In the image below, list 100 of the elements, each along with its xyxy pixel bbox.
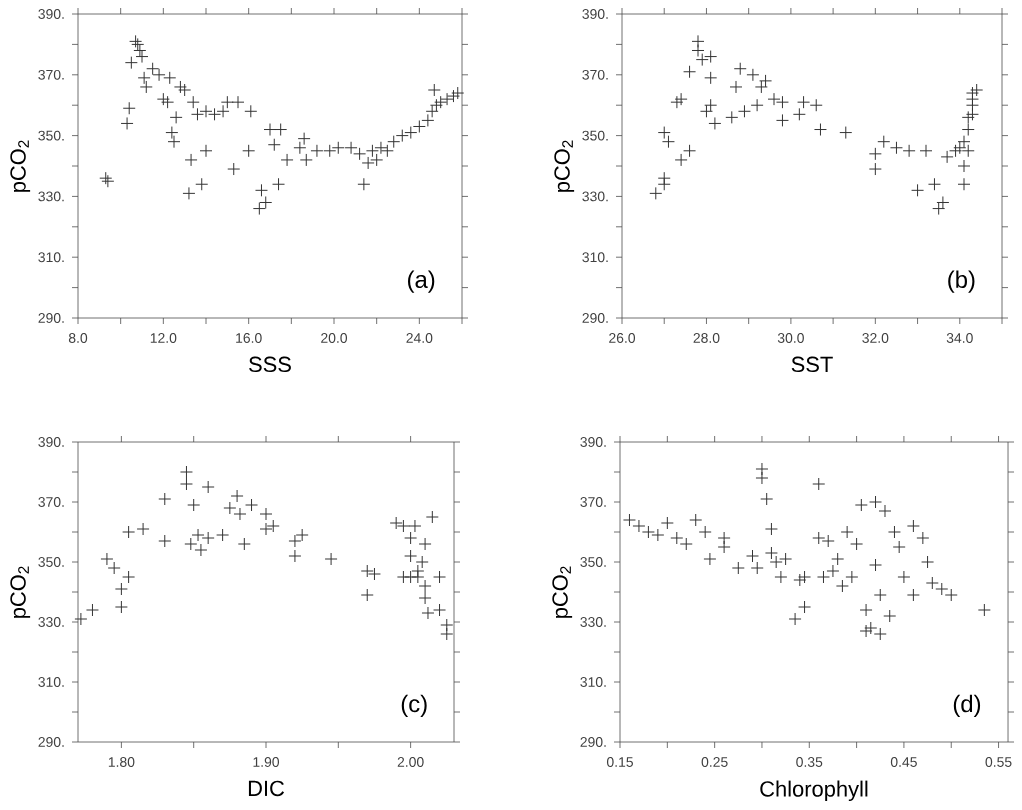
point xyxy=(906,588,920,602)
point xyxy=(404,531,418,545)
point xyxy=(932,202,946,216)
point xyxy=(657,171,671,185)
point xyxy=(691,34,705,48)
y-axis-title: pCO$_{2}$ xyxy=(10,140,31,192)
point xyxy=(708,116,722,130)
point xyxy=(957,159,971,173)
point xyxy=(404,570,418,584)
point xyxy=(389,516,403,530)
point xyxy=(957,177,971,191)
point xyxy=(259,522,273,536)
point xyxy=(733,62,747,76)
point xyxy=(433,603,447,617)
point xyxy=(936,195,950,209)
point xyxy=(670,95,684,109)
annotation: (c) xyxy=(401,694,427,717)
point xyxy=(750,561,764,575)
point xyxy=(179,477,193,491)
point xyxy=(158,534,172,548)
point xyxy=(839,126,853,140)
point xyxy=(754,80,768,94)
point xyxy=(755,462,769,476)
point xyxy=(136,522,150,536)
point xyxy=(440,627,454,641)
point xyxy=(683,65,697,79)
point xyxy=(425,510,439,524)
point xyxy=(902,144,916,158)
x-axis-title: SSS xyxy=(249,356,291,373)
point xyxy=(295,528,309,542)
annotation: (b) xyxy=(948,270,975,293)
point xyxy=(324,552,338,566)
point xyxy=(158,492,172,506)
point xyxy=(122,570,136,584)
point xyxy=(831,552,845,566)
point xyxy=(927,177,941,191)
point xyxy=(396,519,410,533)
point xyxy=(812,477,826,491)
point xyxy=(114,600,128,614)
point xyxy=(729,80,743,94)
point xyxy=(816,570,830,584)
point xyxy=(774,570,788,584)
point xyxy=(259,507,273,521)
point xyxy=(767,92,781,106)
point xyxy=(779,552,793,566)
point xyxy=(911,183,925,197)
point xyxy=(970,83,984,97)
point xyxy=(703,552,717,566)
point xyxy=(953,141,967,155)
point xyxy=(201,531,215,545)
point xyxy=(699,104,713,118)
point xyxy=(965,107,979,121)
point xyxy=(977,603,991,617)
point xyxy=(840,525,854,539)
point xyxy=(921,555,935,569)
annotation: (d) xyxy=(953,694,981,717)
point xyxy=(421,606,435,620)
point xyxy=(854,498,868,512)
point xyxy=(809,98,823,112)
point xyxy=(798,570,812,584)
point xyxy=(237,537,251,551)
point xyxy=(411,564,425,578)
point xyxy=(940,150,954,164)
point xyxy=(965,92,979,106)
point xyxy=(764,522,778,536)
point xyxy=(892,540,906,554)
point xyxy=(85,603,99,617)
point xyxy=(689,513,703,527)
point xyxy=(760,492,774,506)
annotation: (a) xyxy=(408,270,435,293)
point xyxy=(704,50,718,64)
point xyxy=(360,588,374,602)
point xyxy=(755,471,769,485)
point xyxy=(698,525,712,539)
point xyxy=(826,564,840,578)
point xyxy=(122,525,136,539)
point xyxy=(797,95,811,109)
point xyxy=(704,98,718,112)
point xyxy=(897,570,911,584)
point xyxy=(859,624,873,638)
point xyxy=(775,95,789,109)
point xyxy=(961,123,975,137)
point xyxy=(230,489,244,503)
point xyxy=(360,564,374,578)
point xyxy=(216,528,230,542)
point xyxy=(179,465,193,479)
point xyxy=(266,519,280,533)
point xyxy=(793,573,807,587)
x-axis-title: DIC xyxy=(248,780,285,797)
point xyxy=(868,147,882,161)
point xyxy=(746,549,759,563)
point xyxy=(775,113,789,127)
point xyxy=(859,603,873,617)
point xyxy=(750,98,764,112)
point xyxy=(396,570,410,584)
point xyxy=(74,612,88,626)
point xyxy=(868,162,882,176)
point xyxy=(873,588,887,602)
point xyxy=(883,609,897,623)
point xyxy=(440,618,454,632)
